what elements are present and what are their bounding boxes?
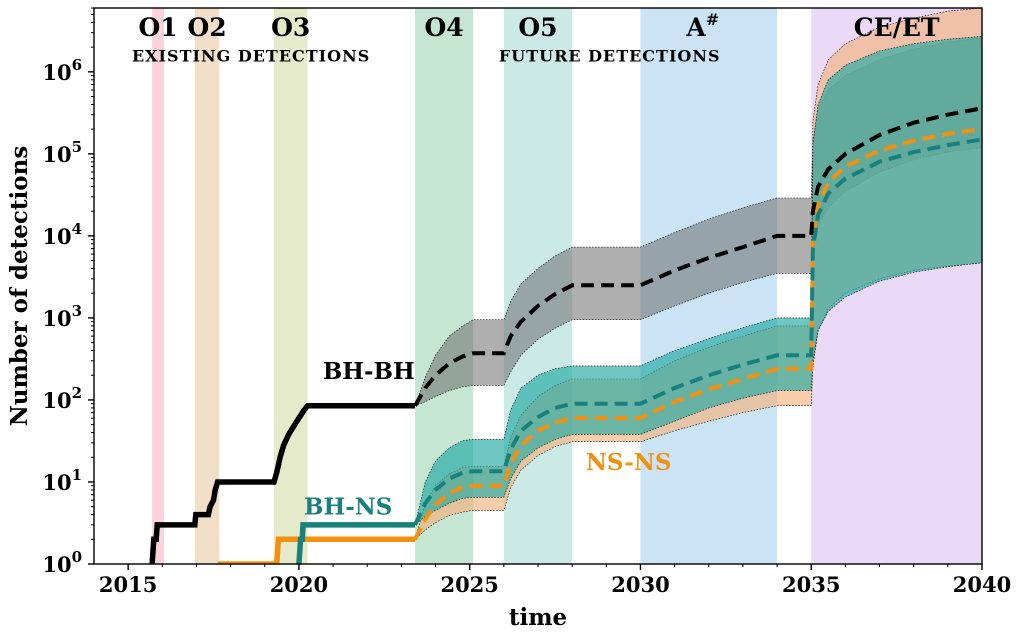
x-tick-label-2020: 2020	[270, 572, 328, 597]
x-tick-label-2015: 2015	[99, 572, 157, 597]
run-label-ce-et: CE/ET	[854, 13, 940, 42]
y-tick-label-1e4: 104	[42, 220, 82, 249]
y-tick-label-1e6: 106	[42, 56, 82, 85]
series-label-bh-bh: BH-BH	[323, 358, 415, 385]
run-label-o1: O1	[138, 13, 177, 42]
series-lines	[149, 106, 982, 564]
run-label-o4: O4	[424, 13, 463, 42]
x-tick-label-2035: 2035	[782, 572, 840, 597]
forecast-line-bh-bh	[413, 106, 982, 407]
series-label-ns-ns: NS-NS	[586, 449, 672, 476]
x-tick-label-2025: 2025	[440, 572, 498, 597]
run-label-a-sharp: A#	[685, 10, 719, 42]
y-tick-label-1e0: 100	[42, 548, 82, 577]
x-tick-label-2030: 2030	[611, 572, 669, 597]
forecast-line-ns-ns	[413, 127, 982, 541]
x-tick-label-2040: 2040	[953, 572, 1011, 597]
run-label-o3: O3	[271, 13, 310, 42]
run-span-o2	[194, 8, 220, 564]
chart-annotations: O1 O2 O3 O4 O5 A# CE/ET EXISTING DETECTIONS FUTU…	[132, 10, 940, 521]
run-span-o1	[152, 8, 165, 564]
run-label-o2: O2	[187, 13, 226, 42]
run-span-o3	[273, 8, 308, 564]
axes: 2015 2020 2025 2030 2035 2040 100 101 102 103 104 1…	[42, 7, 1011, 597]
series-label-bh-ns: BH-NS	[304, 494, 392, 521]
y-tick-label-1e5: 105	[42, 138, 82, 167]
annotation-existing-detections: EXISTING DETECTIONS	[132, 47, 370, 66]
y-tick-label-1e2: 102	[42, 384, 82, 413]
forecast-line-bh-ns	[413, 137, 982, 526]
y-axis-title: Number of detections	[6, 146, 33, 427]
observed-line-bh-ns	[296, 522, 415, 564]
annotation-future-detections: FUTURE DETECTIONS	[499, 47, 721, 66]
run-label-o5: O5	[518, 13, 557, 42]
observed-line-bh-bh	[149, 402, 415, 564]
observed-line-ns-ns	[217, 536, 415, 564]
y-tick-label-1e1: 101	[42, 466, 82, 495]
y-tick-label-1e3: 103	[42, 302, 82, 331]
x-axis-title: time	[509, 604, 567, 631]
